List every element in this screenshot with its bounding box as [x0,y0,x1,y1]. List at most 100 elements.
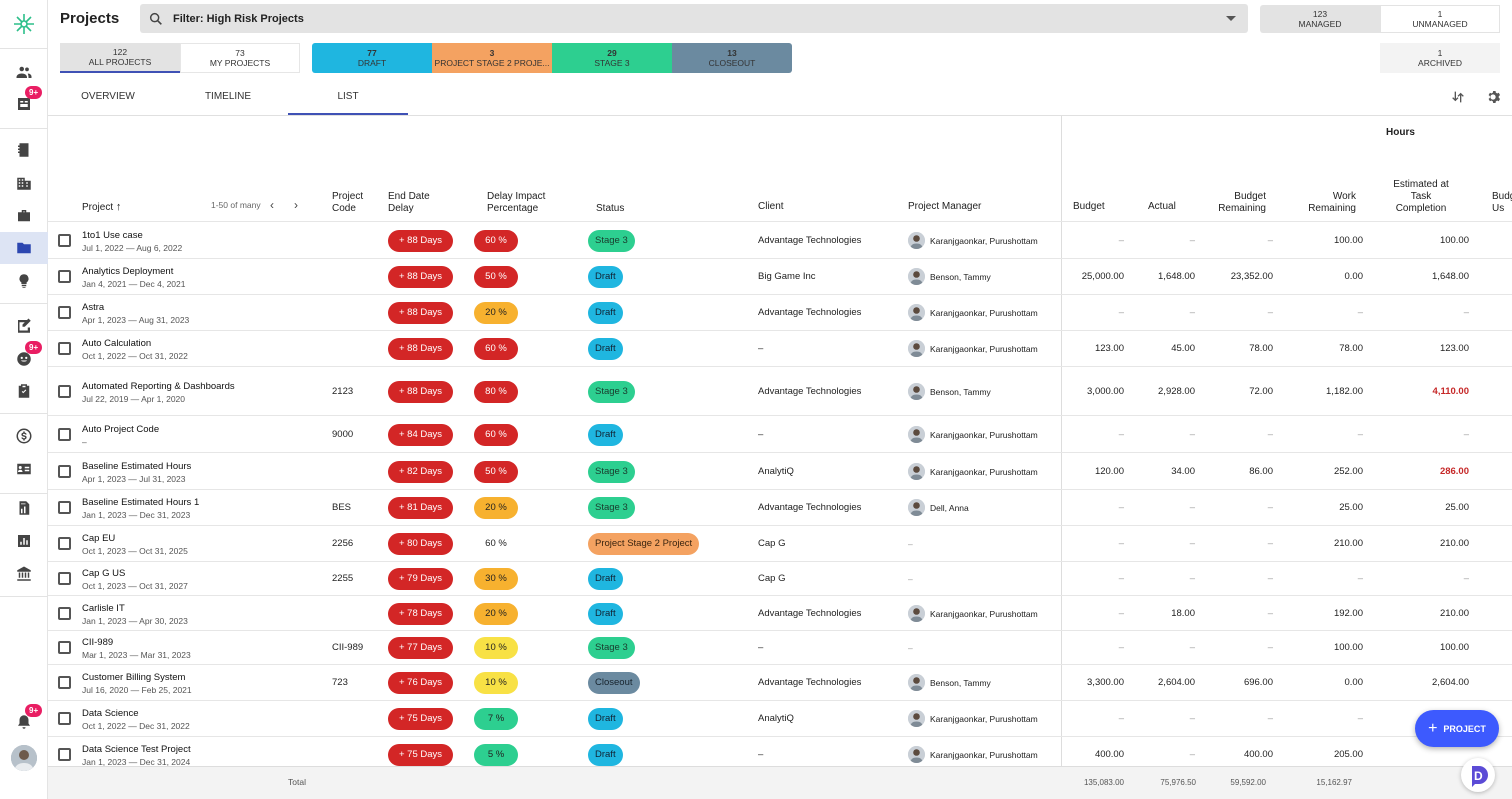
col-status[interactable]: Status [596,203,625,214]
table-row[interactable]: CII-989 Mar 1, 2023 — Mar 31, 2023 CII-989… [48,630,1512,664]
row-checkbox[interactable] [58,676,71,689]
managed-toggle[interactable]: 123 MANAGED [1260,5,1380,33]
col-project[interactable]: Project ↑ [82,201,122,213]
chat-launcher-icon[interactable]: D [1461,758,1495,792]
col-project-manager[interactable]: Project Manager [908,201,982,212]
table-row[interactable]: Analytics Deployment Jan 4, 2021 — Dec 4,… [48,258,1512,294]
unmanaged-toggle[interactable]: 1 UNMANAGED [1380,5,1500,33]
app-logo-icon[interactable] [12,12,36,36]
nav-timesheet-icon[interactable] [0,310,48,342]
status-badge[interactable]: Stage 3 [588,637,635,659]
row-checkbox[interactable] [58,572,71,585]
table-row[interactable]: 1to1 Use case Jul 1, 2022 — Aug 6, 2022 + … [48,221,1512,258]
row-checkbox[interactable] [58,712,71,725]
col-actual[interactable]: Actual [1148,201,1176,212]
col-delay-impact[interactable]: Delay Impact Percentage [487,191,546,214]
stage-closeout-filter[interactable]: 13 CLOSEOUT [672,43,792,73]
col-client[interactable]: Client [758,201,784,212]
row-checkbox[interactable] [58,385,71,398]
status-badge[interactable]: Draft [588,338,623,360]
nav-tasks-clipboard-icon[interactable] [0,375,48,407]
archived-toggle[interactable]: 1 ARCHIVED [1380,43,1500,73]
status-badge[interactable]: Draft [588,603,623,625]
table-row[interactable]: Automated Reporting & Dashboards Jul 22, … [48,366,1512,415]
table-row[interactable]: Data Science Test Project Jan 1, 2023 — D… [48,736,1512,772]
filter-select[interactable]: Filter: High Risk Projects [140,4,1248,33]
nav-approvals-icon[interactable]: 9+ [0,86,48,120]
nav-projects-folder-icon[interactable] [0,232,48,264]
project-name[interactable]: Auto Project Code [82,424,160,435]
nav-skills-icon[interactable]: 9+ [0,341,48,375]
prev-page-icon[interactable]: ‹ [270,198,274,212]
status-badge[interactable]: Closeout [588,672,640,694]
project-name[interactable]: Cap G US [82,568,126,579]
table-row[interactable]: Baseline Estimated Hours Apr 1, 2023 — Ju… [48,452,1512,489]
row-checkbox[interactable] [58,342,71,355]
sort-swap-icon[interactable] [1450,89,1466,105]
nav-billing-dollar-icon[interactable] [0,420,48,452]
row-checkbox[interactable] [58,748,71,761]
table-row[interactable]: Cap G US Oct 1, 2023 — Oct 31, 2027 2255 + … [48,561,1512,595]
table-row[interactable]: Baseline Estimated Hours 1 Jan 1, 2023 — … [48,489,1512,525]
nav-bank-icon[interactable] [0,558,48,590]
status-badge[interactable]: Draft [588,302,623,324]
tab-overview[interactable]: OVERVIEW [81,91,135,102]
stage-draft-filter[interactable]: 77 DRAFT [312,43,432,73]
col-budget-remaining[interactable]: Budget Remaining [1218,191,1266,214]
nav-contacts-card-icon[interactable] [0,453,48,485]
project-name[interactable]: Data Science [82,708,139,719]
project-name[interactable]: Data Science Test Project [82,744,191,755]
table-row[interactable]: Data Science Oct 1, 2022 — Dec 31, 2022 + … [48,700,1512,736]
project-name[interactable]: Analytics Deployment [82,266,174,277]
project-name[interactable]: CII-989 [82,637,114,648]
row-checkbox[interactable] [58,428,71,441]
row-checkbox[interactable] [58,306,71,319]
nav-people-icon[interactable] [0,56,48,88]
col-work-remaining[interactable]: Work Remaining [1308,191,1356,214]
row-checkbox[interactable] [58,501,71,514]
row-checkbox[interactable] [58,270,71,283]
project-name[interactable]: Automated Reporting & Dashboards [82,381,235,392]
row-checkbox[interactable] [58,607,71,620]
tab-timeline[interactable]: TIMELINE [204,91,252,102]
tab-my-projects[interactable]: 73 MY PROJECTS [180,43,300,73]
sort-up-icon[interactable]: ↑ [115,201,122,213]
table-row[interactable]: Cap EU Oct 1, 2023 — Oct 31, 2025 2256 + 80… [48,525,1512,561]
status-badge[interactable]: Draft [588,744,623,766]
col-end-date-delay[interactable]: End Date Delay [388,191,430,214]
nav-ideas-bulb-icon[interactable] [0,265,48,297]
next-page-icon[interactable]: › [294,198,298,212]
nav-company-icon[interactable] [0,167,48,199]
add-project-button[interactable]: + PROJECT [1415,710,1499,747]
table-row[interactable]: Auto Project Code – 9000 + 84 Days 60 % Draft… [48,415,1512,452]
row-checkbox[interactable] [58,234,71,247]
status-badge[interactable]: Draft [588,424,623,446]
status-badge[interactable]: Draft [588,266,623,288]
col-project-code[interactable]: Project Code [332,191,364,214]
nav-briefcase-icon[interactable] [0,200,48,232]
nav-reports-doc-icon[interactable] [0,492,48,524]
status-badge[interactable]: Draft [588,708,623,730]
status-badge[interactable]: Draft [588,568,623,590]
table-row[interactable]: Auto Calculation Oct 1, 2022 — Oct 31, 20… [48,330,1512,366]
notifications-bell-icon[interactable]: 9+ [0,704,48,738]
project-name[interactable]: Baseline Estimated Hours 1 [82,497,200,508]
status-badge[interactable]: Stage 3 [588,230,635,252]
status-badge[interactable]: Stage 3 [588,461,635,483]
stage-2-filter[interactable]: 3 PROJECT STAGE 2 PROJE... [432,43,552,73]
tab-list[interactable]: LIST [288,80,408,115]
row-checkbox[interactable] [58,641,71,654]
project-name[interactable]: Astra [82,302,105,313]
status-badge[interactable]: Stage 3 [588,381,635,403]
tab-all-projects[interactable]: 122 ALL PROJECTS [60,43,180,73]
gear-icon[interactable] [1485,89,1501,105]
project-name[interactable]: 1to1 Use case [82,230,143,241]
project-name[interactable]: Auto Calculation [82,338,152,349]
status-badge[interactable]: Project Stage 2 Project [588,533,700,555]
nav-notebook-icon[interactable] [0,134,48,166]
user-avatar[interactable] [11,745,37,771]
project-name[interactable]: Carlisle IT [82,603,125,614]
project-name[interactable]: Customer Billing System [82,672,186,683]
col-budget-used[interactable]: Budg Us [1492,191,1512,214]
project-name[interactable]: Baseline Estimated Hours [82,461,192,472]
